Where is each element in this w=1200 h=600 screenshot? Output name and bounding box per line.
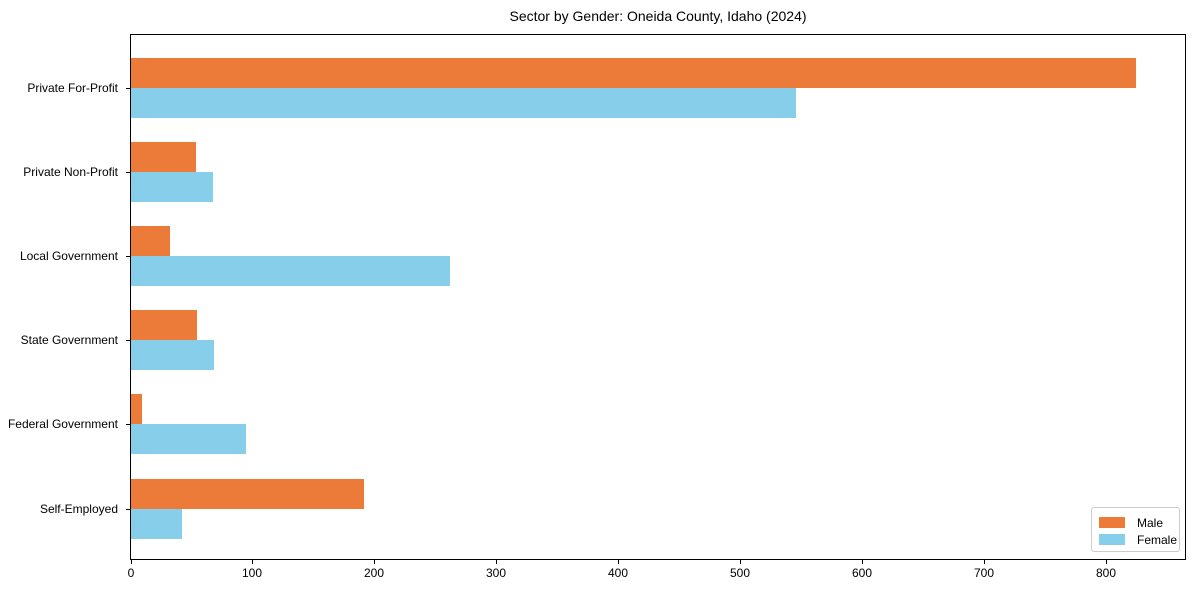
- legend-label-female: Female: [1137, 532, 1178, 547]
- legend-label-male: Male: [1137, 515, 1164, 530]
- plot-area: [130, 34, 1186, 560]
- x-tick-mark: [131, 560, 132, 564]
- bar-male-state-government: [131, 310, 197, 341]
- y-tick-mark: [126, 340, 130, 342]
- x-tick-mark: [984, 560, 985, 564]
- y-tick-mark: [126, 424, 130, 426]
- x-tick-mark: [252, 560, 253, 564]
- y-tick-label-local-government: Local Government: [19, 249, 118, 264]
- y-tick-mark: [126, 256, 130, 258]
- y-tick-label-private-for-profit: Private For-Profit: [27, 81, 118, 95]
- x-tick-label-600: 600: [851, 566, 873, 580]
- x-tick-label-700: 700: [973, 566, 995, 580]
- y-tick-label-self-employed: Self-Employed: [39, 501, 118, 516]
- legend-entry-male: Male: [1099, 514, 1172, 531]
- x-tick-label-500: 500: [729, 566, 751, 580]
- bar-male-private-for-profit: [131, 58, 1136, 88]
- bar-male-local-government: [131, 226, 170, 257]
- x-tick-mark: [374, 560, 375, 564]
- x-tick-mark: [1106, 560, 1107, 564]
- x-tick-label-800: 800: [1095, 566, 1117, 580]
- bar-female-self-employed: [131, 508, 182, 539]
- bar-male-self-employed: [131, 478, 364, 509]
- bar-male-federal-government: [131, 394, 142, 425]
- legend-swatch-male: [1099, 517, 1125, 528]
- y-tick-label-private-non-profit: Private Non-Profit: [23, 165, 118, 180]
- x-tick-label-400: 400: [607, 566, 629, 580]
- x-tick-mark: [740, 560, 741, 564]
- bar-female-federal-government: [131, 424, 246, 455]
- bar-male-private-non-profit: [131, 142, 196, 173]
- x-tick-label-200: 200: [363, 566, 385, 580]
- x-tick-mark: [618, 560, 619, 564]
- legend-swatch-female: [1099, 534, 1125, 545]
- bar-female-state-government: [131, 340, 214, 371]
- chart-title: Sector by Gender: Oneida County, Idaho (…: [509, 8, 807, 24]
- y-tick-mark: [126, 172, 130, 174]
- bar-female-local-government: [131, 256, 450, 287]
- bar-female-private-for-profit: [131, 88, 796, 118]
- x-tick-label-0: 0: [127, 566, 135, 580]
- legend: Male Female: [1091, 507, 1180, 552]
- y-tick-label-federal-government: Federal Government: [7, 417, 118, 432]
- x-tick-mark: [862, 560, 863, 564]
- x-tick-label-100: 100: [241, 566, 263, 580]
- legend-entry-female: Female: [1099, 531, 1177, 548]
- x-tick-label-300: 300: [485, 566, 507, 580]
- y-tick-mark: [126, 508, 130, 510]
- x-tick-mark: [496, 560, 497, 564]
- bar-female-private-non-profit: [131, 172, 213, 203]
- y-tick-label-state-government: State Government: [20, 333, 118, 348]
- y-tick-mark: [126, 88, 130, 89]
